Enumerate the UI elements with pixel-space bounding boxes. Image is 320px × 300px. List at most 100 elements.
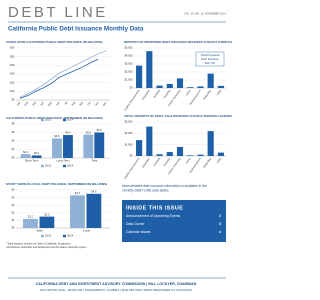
y-tick-label: $10	[10, 89, 15, 93]
bar	[187, 87, 194, 88]
y-tick-label: $30	[10, 72, 15, 76]
x-tick-label: Jun	[55, 100, 61, 106]
x-tick-label: Long-Term	[56, 159, 70, 163]
y-tick-label: $3	[12, 203, 15, 207]
bar	[94, 132, 105, 158]
bar	[166, 84, 173, 88]
bar	[23, 218, 38, 228]
x-tick-label: Housing	[162, 88, 171, 99]
y-tick-label: $20	[10, 80, 15, 84]
value-label: $5.4	[65, 131, 71, 135]
chart-title: CALIFORNIA PUBLIC DEBT ISSUANCE, SEPTEMB…	[6, 116, 103, 120]
value-label: $4.3	[75, 191, 81, 195]
x-tick-label: Local	[83, 229, 90, 233]
bar	[156, 85, 163, 88]
y-tick-label: $0	[12, 156, 15, 160]
legend-label: 2013	[45, 234, 52, 238]
x-tick-label: Education	[141, 156, 151, 168]
x-tick-label: Mar	[31, 101, 37, 107]
bar	[20, 154, 31, 158]
y-tick-label: $4	[12, 139, 15, 143]
footer-line: 915 CAPITOL MALL, ROOM 400 | SACRAMENTO,…	[40, 288, 192, 292]
x-tick-label: Utility	[215, 156, 222, 164]
bar	[187, 155, 194, 156]
chart-title: STATE* VERSUS LOCAL DEBT ISSUANCE, SEPTE…	[6, 182, 107, 186]
bar	[39, 216, 55, 228]
legend-label: 2013	[45, 118, 52, 122]
y-tick-label: $3,000	[125, 120, 133, 124]
x-tick-label: State	[36, 229, 43, 233]
chart-title: REPORTS OF PROPOSED DEBT ISSUANCE RECEIV…	[124, 40, 232, 44]
y-tick-label: $4	[12, 195, 15, 199]
inside-page: 2	[219, 214, 221, 218]
x-tick-label: Total	[91, 159, 97, 163]
y-tick-label: $2	[12, 147, 15, 151]
y-tick-label: $40	[10, 63, 15, 67]
page-title: California Public Debt Issuance Monthly …	[8, 26, 144, 33]
inside-item: Announcement of Upcoming Events	[126, 214, 180, 218]
inside-title: INSIDE THIS ISSUE	[126, 205, 183, 211]
x-tick-label: Capital Improvements	[123, 88, 141, 112]
y-tick-label: $2,000	[125, 70, 133, 74]
legend-label: 2014	[67, 234, 74, 238]
y-tick-label: $5	[12, 188, 15, 192]
x-tick-label: Dec	[102, 100, 108, 107]
x-tick-label: Capital Improvements	[123, 156, 141, 180]
x-tick-label: Aug	[70, 100, 76, 107]
issue: VOL. 33, NO. 11, NOVEMBER 2014	[184, 12, 226, 16]
inside-page: 3	[219, 222, 221, 226]
bar	[70, 195, 85, 228]
y-tick-label: $0	[130, 86, 133, 90]
annotation: $11,765	[205, 61, 215, 65]
value-label: $4.6	[54, 134, 60, 138]
y-tick-label: $5,000	[125, 46, 133, 50]
x-tick-label: Feb	[23, 100, 29, 106]
value-label: $6.0	[97, 128, 103, 132]
x-tick-label: May	[47, 100, 53, 107]
legend-swatch	[41, 234, 44, 238]
chart-title: CUMULATIVE CALIFORNIA PUBLIC DEBT ISSUAN…	[6, 40, 103, 44]
bar	[207, 73, 214, 88]
bar	[156, 154, 163, 156]
legend-label: 2014	[67, 118, 74, 122]
bar	[207, 131, 214, 156]
legend-swatch	[41, 118, 44, 122]
y-tick-label: $50	[10, 54, 15, 58]
bar	[86, 193, 102, 228]
value-label: $0.6	[34, 151, 40, 155]
bar	[197, 154, 204, 156]
bar	[146, 51, 153, 88]
legend-swatch	[63, 164, 66, 168]
inside-item: Calendar Issues	[126, 230, 151, 234]
value-label: $1.2	[28, 215, 34, 219]
value-label: $5.5	[86, 130, 92, 134]
x-tick-label: Refunding	[202, 88, 212, 100]
x-tick-label: Other	[185, 157, 192, 165]
inside-item: Data Corner	[126, 222, 145, 226]
value-label: $4.5	[91, 189, 97, 193]
bar	[146, 126, 153, 156]
annotation: Debt Issuance	[201, 57, 219, 61]
y-tick-label: $2,000	[125, 131, 133, 135]
x-tick-label: Hospital	[152, 156, 161, 166]
page-svg: DEBT LINE VOL. 33, NO. 11, NOVEMBER 2014…	[6, 4, 232, 292]
footnote: * State issuance includes the State of C…	[6, 243, 71, 246]
legend-label: 2014	[67, 164, 74, 168]
x-tick-label: Jul	[63, 100, 68, 105]
bar	[31, 155, 42, 158]
y-tick-label: $6	[12, 130, 15, 134]
x-tick-label: Jan	[16, 100, 22, 106]
x-tick-label: Apr	[39, 101, 45, 107]
annotation-box	[195, 51, 225, 67]
y-tick-label: $0	[12, 98, 15, 102]
page: { "header": {"masthead": "DEBT LINE", "i…	[6, 3, 232, 292]
footer-line: CALIFORNIA DEBT AND INVESTMENT ADVISORY …	[36, 282, 197, 286]
inside-box	[122, 200, 226, 242]
bar	[217, 152, 224, 156]
x-tick-label: Sep	[78, 100, 84, 107]
x-tick-label: Oct	[86, 100, 92, 106]
value-label: $0.9	[23, 150, 29, 154]
masthead: DEBT LINE	[8, 4, 108, 21]
x-tick-label: Other	[185, 89, 192, 97]
bar	[176, 78, 184, 88]
